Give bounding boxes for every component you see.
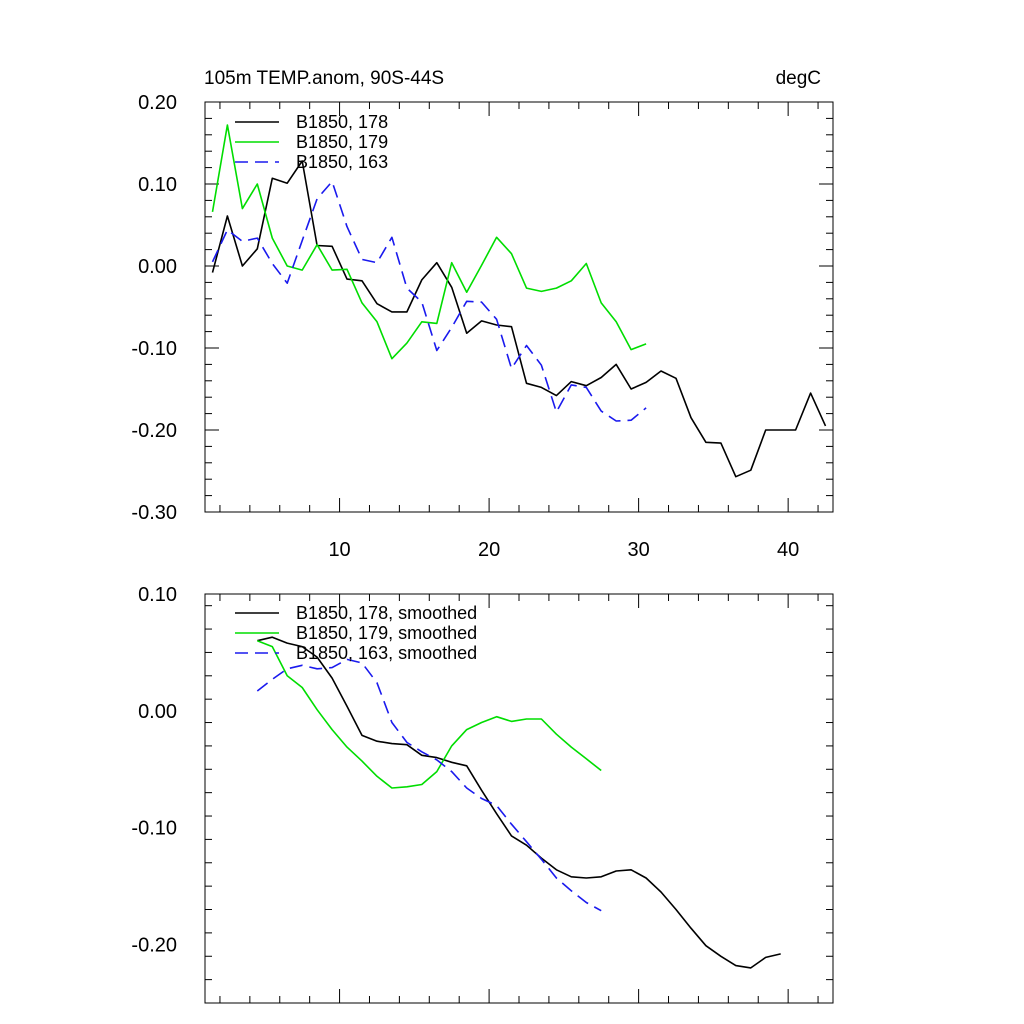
y-tick-label: -0.10 [131,818,177,840]
y-tick-label: 0.00 [138,256,177,278]
x-tick-label: 40 [777,539,799,561]
y-tick-label: 0.20 [138,92,177,114]
series-line-3 [256,658,602,912]
legend-label-2: B1850, 179, smoothed [296,623,477,643]
legend-label-1: B1850, 178 [296,112,388,132]
y-tick-label: -0.10 [131,338,177,360]
legend-label-1: B1850, 178, smoothed [296,603,477,623]
legend-label-3: B1850, 163, smoothed [296,643,477,663]
y-tick-label: -0.20 [131,935,177,957]
y-tick-label: 0.10 [138,584,177,606]
legend-label-3: B1850, 163 [296,152,388,172]
series-line-2 [257,639,602,789]
top-chart-units: degC [776,68,821,89]
series-line-3 [211,180,647,422]
top-panel: 105m TEMP.anom, 90S-44S degC 0.20 0.10 0.0… [131,68,834,561]
y-tick-label: -0.20 [131,420,177,442]
legend-label-2: B1850, 179 [296,132,388,152]
x-tick-label: 30 [627,539,649,561]
x-tick-label: 10 [328,539,350,561]
y-tick-label: 0.10 [138,174,177,196]
series-line-1 [257,636,781,969]
y-tick-label: -0.30 [131,502,177,524]
series-line-1 [211,160,827,478]
top-chart-title: 105m TEMP.anom, 90S-44S [204,68,444,89]
y-tick-label: 0.00 [138,701,177,723]
x-tick-label: 20 [478,539,500,561]
series-line-2 [211,124,647,360]
